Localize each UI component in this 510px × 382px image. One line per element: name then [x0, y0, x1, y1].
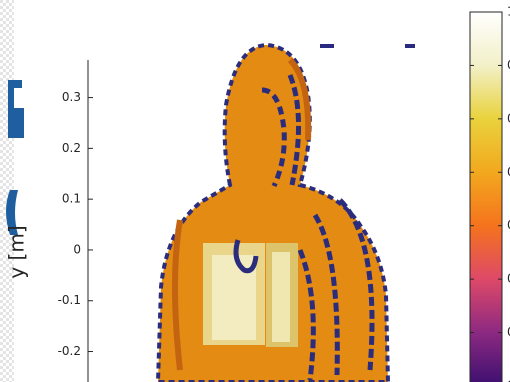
y-tick-label: 0.3 [62, 90, 81, 104]
y-tick-label: 0.2 [62, 141, 81, 155]
y-tick-label: 0.1 [62, 192, 81, 206]
colorbar [470, 12, 502, 382]
image [158, 44, 415, 382]
y-axis-label: y [m] [5, 225, 29, 278]
y-tick-label: -0.1 [58, 293, 81, 307]
y-tick-label: -0.2 [58, 344, 81, 358]
y-tick-label: 0 [73, 242, 81, 256]
figure: y [m] 0.30.20.10-0.1-0.210.90.80.70.60.5… [0, 0, 510, 382]
